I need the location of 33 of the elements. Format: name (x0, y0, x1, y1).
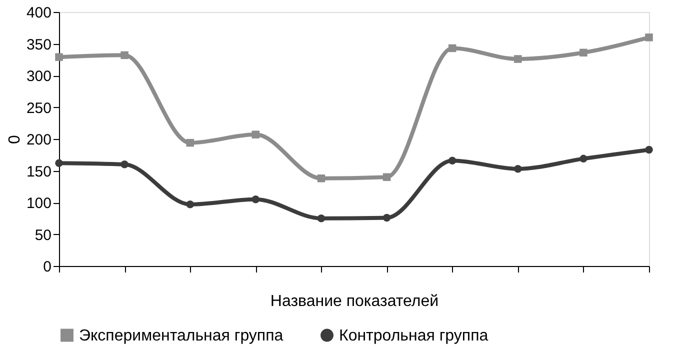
y-tick-label: 100 (26, 195, 52, 212)
legend-label: Контрольная группа (339, 327, 488, 344)
point (55, 159, 63, 167)
y-tick-label: 400 (26, 4, 52, 22)
y-tick-label: 0 (43, 258, 52, 276)
y-tick-label: 350 (26, 36, 52, 54)
point (317, 174, 326, 182)
point (186, 138, 194, 147)
x-axis-title: Название показателей (270, 293, 439, 310)
point (120, 160, 128, 168)
point (580, 154, 588, 163)
point (580, 48, 588, 57)
point (252, 130, 260, 138)
y-axis-title: 0 (6, 134, 24, 144)
point (645, 146, 653, 154)
legend-label: Экспериментальная группа (79, 327, 284, 344)
point (448, 156, 456, 164)
point (317, 214, 326, 222)
y-tick-label: 300 (26, 68, 52, 85)
y-tick-label: 150 (26, 163, 52, 180)
y-tick-label: 50 (34, 226, 52, 244)
point (55, 53, 63, 61)
point (645, 34, 653, 42)
point (120, 51, 128, 60)
y-tick-label: 200 (26, 132, 52, 148)
point (514, 164, 522, 173)
point (252, 195, 260, 204)
point (448, 44, 456, 52)
y-tick-label: 250 (26, 100, 52, 117)
point (382, 214, 391, 222)
point (514, 55, 522, 63)
point (186, 200, 194, 208)
point (382, 173, 391, 181)
